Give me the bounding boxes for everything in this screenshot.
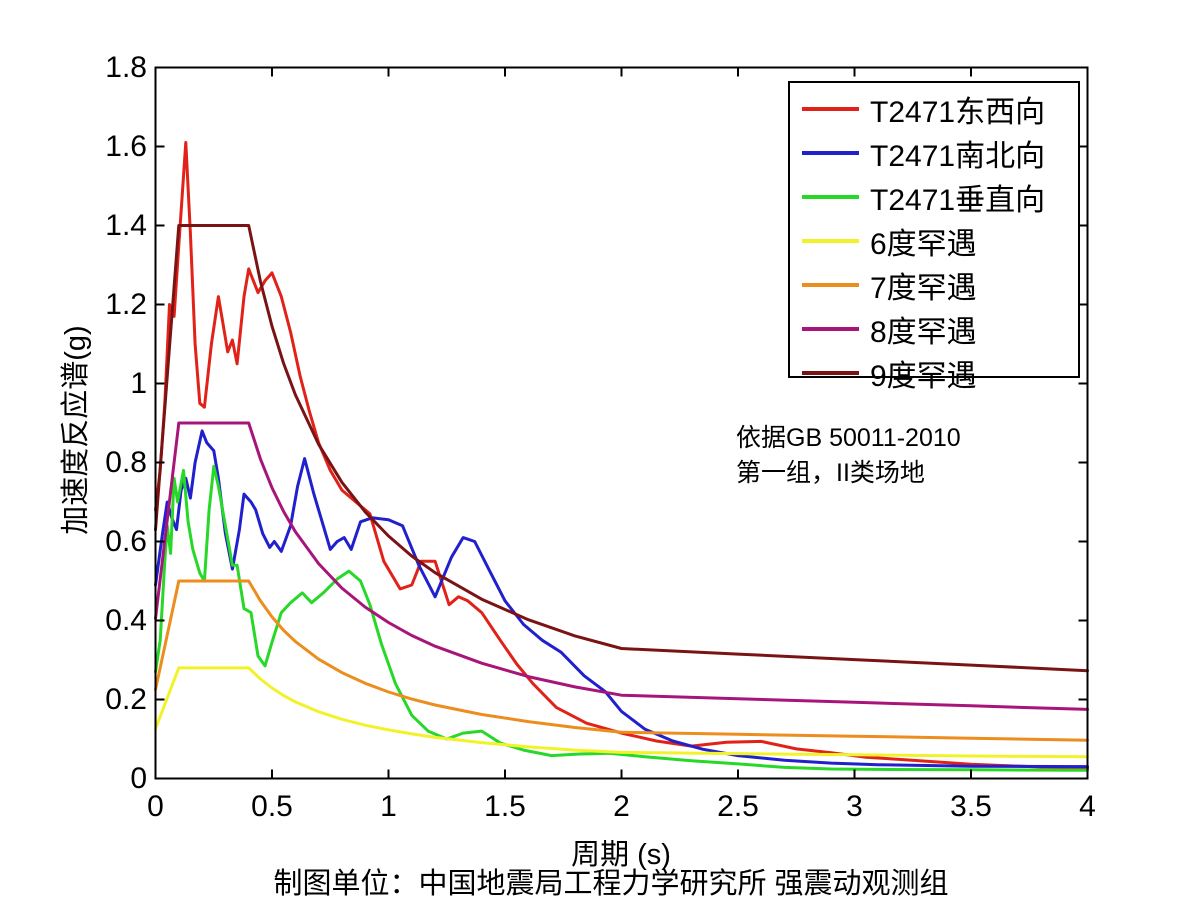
x-tick-label: 1 — [380, 790, 397, 823]
legend-item-4: 7度罕遇 — [802, 263, 1078, 307]
y-tick-label: 0 — [130, 761, 147, 795]
legend-item-6: 9度罕遇 — [802, 351, 1078, 395]
legend-line-swatch — [802, 107, 859, 111]
y-axis-title: 加速度反应谱(g) — [60, 325, 92, 535]
legend-item-5: 8度罕遇 — [802, 307, 1078, 351]
legend-item-0: T2471东西向 — [802, 87, 1078, 131]
x-tick-label: 3 — [846, 790, 863, 823]
legend-label: T2471南北向 — [870, 140, 1046, 173]
annotation-line-2: 第一组，II类场地 — [736, 459, 925, 487]
legend-label: 7度罕遇 — [870, 272, 977, 305]
legend-line-swatch — [802, 195, 859, 199]
y-tick-label: 1.6 — [105, 129, 147, 163]
legend-item-1: T2471南北向 — [802, 131, 1078, 175]
x-tick-label: 4 — [1079, 790, 1096, 823]
legend-line-swatch — [802, 327, 859, 331]
x-tick-label: 3.5 — [950, 790, 992, 823]
y-tick-label: 0.4 — [105, 603, 147, 637]
x-tick-label: 2 — [613, 790, 630, 823]
y-tick-label: 0.2 — [105, 682, 147, 716]
series-curve-2 — [154, 464, 1089, 772]
legend-label: 6度罕遇 — [870, 228, 977, 261]
legend-item-3: 6度罕遇 — [802, 219, 1078, 263]
figure-caption: 制图单位：中国地震局工程力学研究所 强震动观测组 — [273, 868, 949, 900]
legend-label: 8度罕遇 — [870, 316, 977, 349]
y-tick-label: 1.4 — [105, 208, 147, 242]
series-curve-1 — [154, 429, 1089, 769]
y-tick-label: 0.8 — [105, 445, 147, 479]
x-axis-title: 周期 (s) — [571, 839, 671, 871]
series-curve-5 — [154, 421, 1089, 711]
series-curve-4 — [154, 579, 1089, 742]
y-tick-label: 0.6 — [105, 524, 147, 558]
curve-group — [154, 141, 1089, 772]
legend-line-swatch — [802, 283, 859, 287]
y-tick-label: 1.8 — [105, 50, 147, 84]
x-tick-label: 0 — [147, 790, 164, 823]
legend-label: T2471垂直向 — [870, 184, 1046, 217]
annotation-line-1: 依据GB 50011-2010 — [736, 424, 961, 452]
legend-box: T2471东西向 T2471南北向 T2471垂直向 6度罕遇 7度罕遇 8度罕遇 9度罕遇 — [788, 81, 1080, 393]
code-reference-annotation: 依据GB 50011-2010 第一组，II类场地 — [736, 421, 961, 491]
legend-line-swatch — [802, 151, 859, 155]
y-tick-label: 1 — [130, 366, 147, 400]
legend-label: T2471东西向 — [870, 96, 1046, 129]
x-tick-label: 1.5 — [484, 790, 526, 823]
legend-label: 9度罕遇 — [870, 360, 977, 393]
y-tick-label: 1.2 — [105, 287, 147, 321]
x-tick-label: 2.5 — [717, 790, 759, 823]
series-curve-6 — [154, 224, 1089, 673]
x-tick-label: 0.5 — [251, 790, 293, 823]
tick-marks — [154, 66, 1089, 780]
series-curve-3 — [154, 666, 1089, 759]
legend-line-swatch — [802, 239, 859, 243]
legend-item-2: T2471垂直向 — [802, 175, 1078, 219]
legend-line-swatch — [802, 371, 859, 375]
